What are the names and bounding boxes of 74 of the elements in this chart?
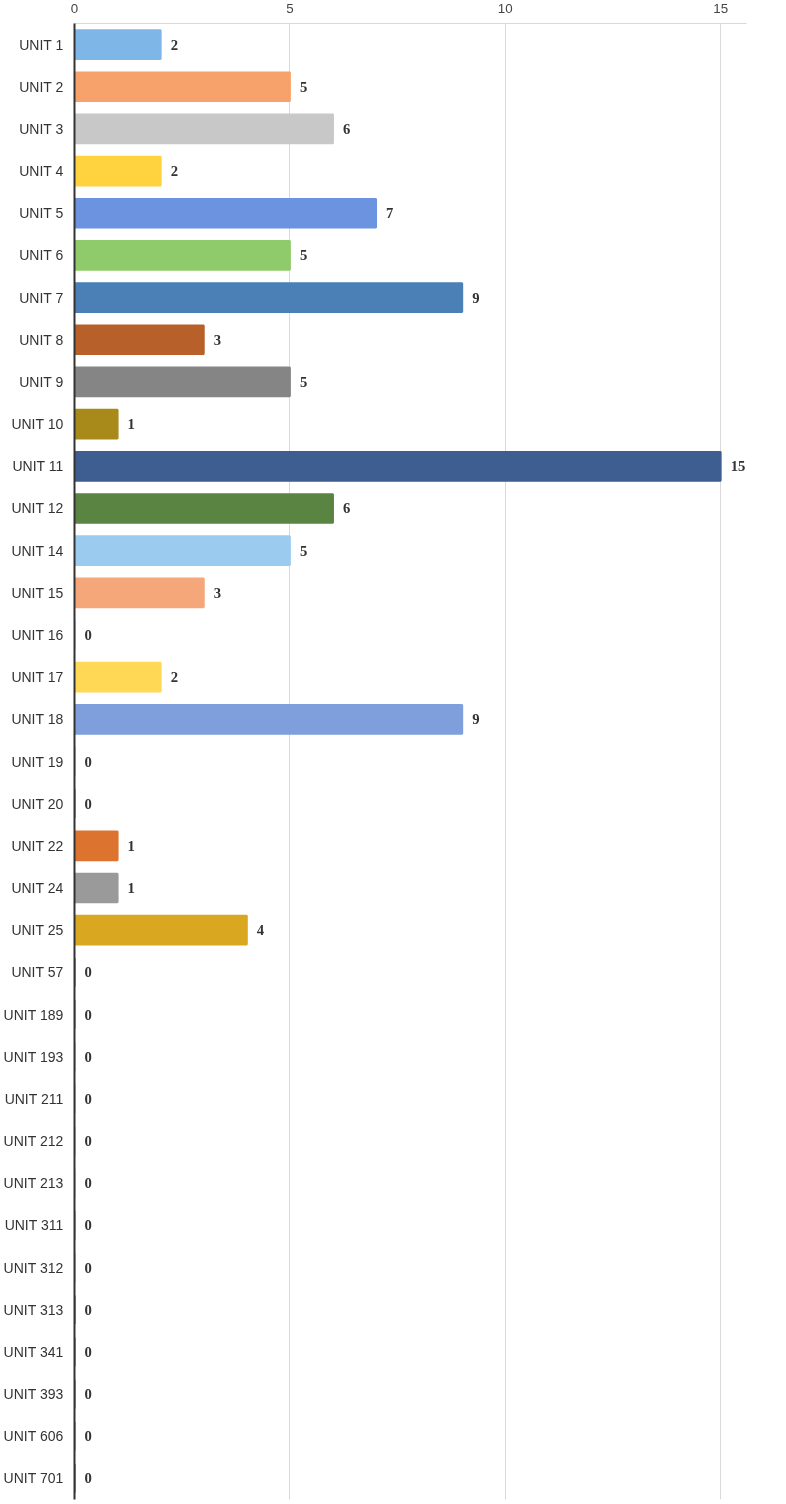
y-tick-label: UNIT 6 <box>19 247 64 264</box>
y-tick-label: UNIT 341 <box>3 1343 64 1360</box>
data-label: 5 <box>299 78 308 95</box>
data-label: 15 <box>730 458 746 475</box>
data-label: 0 <box>84 1301 92 1318</box>
x-tick-label: 0 <box>70 0 79 16</box>
data-label: 0 <box>84 1470 92 1487</box>
data-label: 1 <box>127 837 135 854</box>
data-label: 2 <box>170 163 178 180</box>
y-tick-label: UNIT 213 <box>3 1175 64 1192</box>
data-label: 0 <box>84 1133 92 1150</box>
y-tick-label: UNIT 2 <box>19 78 64 95</box>
data-label: 3 <box>213 584 222 601</box>
data-label: 5 <box>299 542 308 559</box>
data-label: 5 <box>299 373 308 390</box>
y-tick-label: UNIT 4 <box>19 163 64 180</box>
y-tick-label: UNIT 16 <box>11 626 64 643</box>
data-label: 9 <box>472 289 480 306</box>
y-tick-label: UNIT 17 <box>11 669 64 686</box>
y-tick-label: UNIT 22 <box>11 837 64 854</box>
y-tick-label: UNIT 8 <box>19 331 64 348</box>
y-tick-label: UNIT 189 <box>3 1006 64 1023</box>
y-tick-label: UNIT 14 <box>11 542 64 559</box>
y-tick-label: UNIT 313 <box>3 1301 64 1318</box>
data-label: 3 <box>213 331 222 348</box>
y-tick-label: UNIT 15 <box>11 584 64 601</box>
y-tick-label: UNIT 193 <box>3 1048 64 1065</box>
data-label: 0 <box>84 1217 92 1234</box>
data-label: 6 <box>342 500 351 517</box>
data-label: 4 <box>256 922 265 939</box>
data-label: 0 <box>84 626 92 643</box>
data-label: 0 <box>84 753 92 770</box>
y-tick-label: UNIT 18 <box>11 711 64 728</box>
data-label: 0 <box>84 1428 92 1445</box>
y-tick-label: UNIT 5 <box>19 205 64 222</box>
data-label: 0 <box>84 795 92 812</box>
y-tick-label: UNIT 312 <box>3 1259 64 1276</box>
y-tick-label: UNIT 20 <box>11 795 64 812</box>
x-tick-label: 5 <box>286 0 294 16</box>
y-tick-label: UNIT 311 <box>4 1217 64 1234</box>
y-tick-label: UNIT 1 <box>19 36 64 53</box>
y-tick-label: UNIT 10 <box>11 416 64 433</box>
data-label: 0 <box>84 1259 92 1276</box>
data-label: 0 <box>84 1343 92 1360</box>
data-label: 6 <box>342 120 351 137</box>
data-label: 2 <box>170 36 178 53</box>
y-tick-label: UNIT 11 <box>12 458 64 475</box>
y-tick-label: UNIT 393 <box>3 1386 64 1403</box>
y-tick-label: UNIT 12 <box>11 500 64 517</box>
data-label: 1 <box>127 416 135 433</box>
data-label: 0 <box>84 1175 92 1192</box>
y-tick-label: UNIT 3 <box>19 120 64 137</box>
y-tick-label: UNIT 25 <box>11 922 64 939</box>
y-tick-label: UNIT 9 <box>19 373 64 390</box>
y-tick-label: UNIT 606 <box>3 1428 64 1445</box>
data-label: 1 <box>127 880 135 897</box>
data-label: 7 <box>386 205 394 222</box>
data-label: 0 <box>84 1006 92 1023</box>
x-tick-label: 15 <box>713 0 729 16</box>
data-label: 0 <box>84 1090 92 1107</box>
data-label: 2 <box>170 669 178 686</box>
y-tick-label: UNIT 211 <box>4 1090 64 1107</box>
y-tick-label: UNIT 7 <box>19 289 64 306</box>
y-tick-label: UNIT 212 <box>3 1133 64 1150</box>
data-label: 5 <box>299 247 308 264</box>
y-tick-label: UNIT 19 <box>11 753 64 770</box>
data-label: 0 <box>84 964 92 981</box>
y-tick-label: UNIT 57 <box>11 964 64 981</box>
y-tick-label: UNIT 24 <box>11 880 64 897</box>
data-label: 0 <box>84 1048 92 1065</box>
data-label: 0 <box>84 1386 92 1403</box>
x-tick-label: 10 <box>497 0 513 16</box>
y-tick-label: UNIT 701 <box>3 1470 64 1487</box>
data-label: 9 <box>472 711 480 728</box>
